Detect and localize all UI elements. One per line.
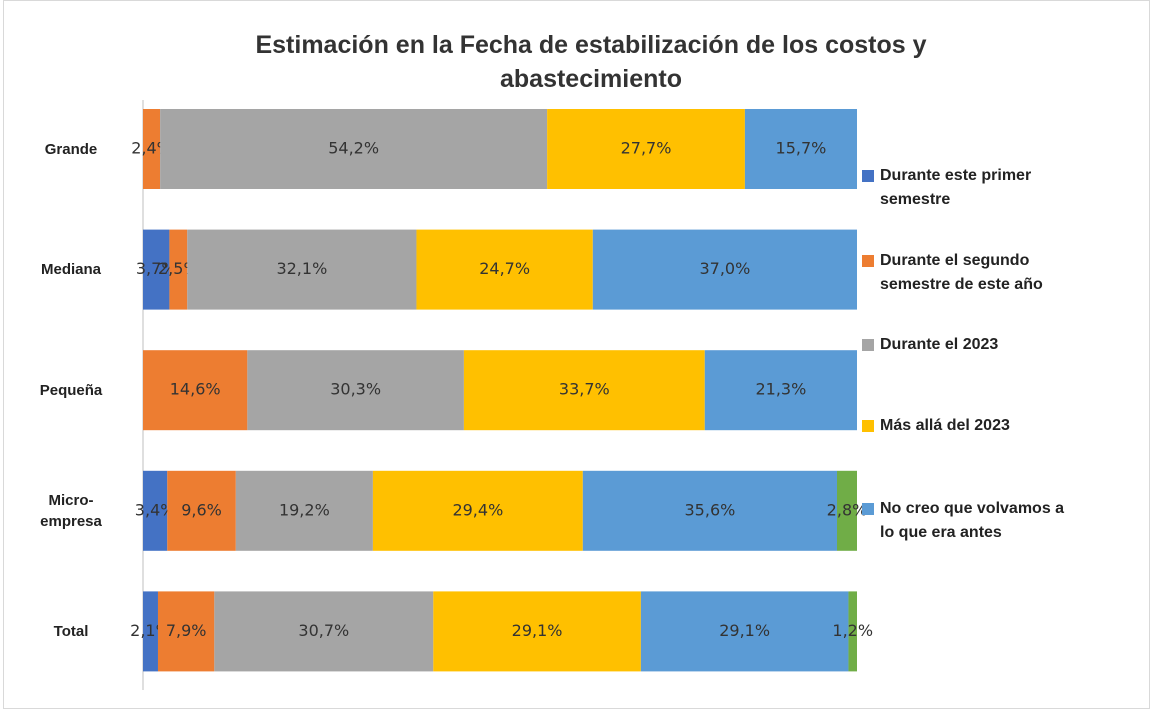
legend-label: Durante este primer semestre [880,167,1032,208]
legend-entry: Durante el segundo semestre de este año [862,249,1080,297]
legend-entry: Durante este primer semestre [862,164,1080,212]
data-label: 27,7% [621,139,672,158]
legend-entry: Durante el 2023 [862,333,1080,357]
category-label: Mediana [40,261,101,279]
bar-segment [848,591,857,672]
legend-label: Durante el 2023 [880,336,999,353]
bar-segment [372,470,583,551]
legend-entry: No creo que volvamos a lo que era antes [862,497,1080,545]
data-label: 30,3% [330,380,381,399]
legend-entry: Más allá del 2023 [862,414,1080,438]
category-label: Total [53,622,89,640]
data-label: 24,7% [479,259,530,278]
bar-segment [143,591,158,672]
frame [3,0,1150,709]
bar-segment [592,229,857,310]
bar-segment [704,350,857,431]
bar-segment [160,109,548,189]
bar-segment [167,470,236,551]
bar-segment [143,350,248,431]
chart-title: Estimación en la Fecha de estabilización… [255,31,927,93]
bar-segment [433,591,641,672]
data-label: 21,3% [755,380,806,399]
legend-label: Durante el segundo semestre de este año [880,252,1043,293]
data-label: 9,6% [181,500,222,519]
data-label: 1,2% [832,621,873,640]
bar-segment [582,470,838,551]
bar-segment [187,229,417,310]
data-label: 54,2% [328,139,379,158]
bar-segment [463,350,705,431]
bar-segment [547,109,745,189]
data-label: 35,6% [685,500,736,519]
data-label: 29,1% [512,621,563,640]
bar-segment [143,470,168,551]
data-label: 3,7% [136,259,177,278]
bar-segment [744,109,857,189]
bar-segment [837,470,857,551]
bar-segment [235,470,373,551]
category-label: Grande [44,140,98,158]
bar-segment [143,109,161,189]
data-label: 30,7% [298,621,349,640]
data-label: 32,1% [276,259,327,278]
data-label: 29,4% [452,500,503,519]
legend-swatch [862,339,874,351]
data-label: 19,2% [279,500,330,519]
data-label: 15,7% [776,139,827,158]
legend-swatch [862,503,874,515]
data-label: 7,9% [166,621,207,640]
bar-segment [640,591,849,672]
legend-label: No creo que volvamos a lo que era antes [880,500,1065,541]
category-label: Micro-empresa [40,491,102,530]
data-label: 37,0% [699,259,750,278]
bar-segment [157,591,215,672]
bar-segment [214,591,434,672]
category-label: Pequeña [39,381,103,399]
bar-segment [169,229,188,310]
bar-segment [143,229,170,310]
legend-label: Más allá del 2023 [880,417,1010,434]
legend-swatch [862,420,874,432]
bar-segment [416,229,593,310]
legend-swatch [862,170,874,182]
data-label: 3,4% [135,500,176,519]
legend-swatch [862,255,874,267]
data-label: 2,8% [827,500,868,519]
data-label: 29,1% [719,621,770,640]
data-label: 14,6% [170,380,221,399]
data-label: 33,7% [559,380,610,399]
bar-segment [247,350,464,431]
